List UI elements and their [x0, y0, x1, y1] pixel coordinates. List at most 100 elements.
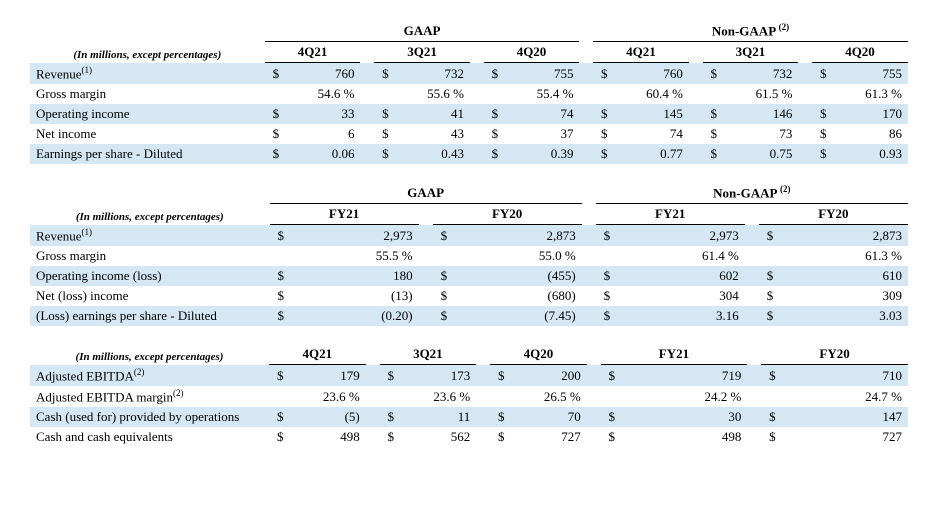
- table-column-header-row: (In millions, except percentages) FY21 F…: [30, 204, 908, 225]
- annual-results-table: GAAP Non-GAAP (2) (In millions, except p…: [30, 182, 908, 326]
- cell-value: 498: [630, 427, 747, 447]
- currency-symbol: $: [380, 407, 410, 427]
- currency-symbol: [484, 84, 513, 104]
- col-header: FY20: [761, 344, 908, 365]
- cell-value: 24.2 %: [630, 386, 747, 407]
- currency-symbol: $: [484, 63, 513, 84]
- currency-symbol: $: [812, 63, 841, 84]
- cell-value: 755: [513, 63, 580, 84]
- cell-value: 2,873: [789, 225, 908, 246]
- cell-value: 6: [294, 124, 361, 144]
- cell-value: (0.20): [299, 306, 418, 326]
- cell-value: 562: [409, 427, 476, 447]
- quarterly-results-table: GAAP Non-GAAP (2) (In millions, except p…: [30, 20, 908, 164]
- currency-symbol: $: [433, 286, 463, 306]
- cell-value: 23.6 %: [409, 386, 476, 407]
- table-row: Adjusted EBITDA(2)$179$173$200$719$710: [30, 365, 908, 386]
- currency-symbol: $: [433, 266, 463, 286]
- currency-symbol: $: [265, 144, 294, 164]
- cell-value: 23.6 %: [299, 386, 366, 407]
- cell-value: 55.6 %: [403, 84, 470, 104]
- currency-symbol: [703, 84, 732, 104]
- row-label: Cash and cash equivalents: [30, 427, 269, 447]
- cell-value: (5): [299, 407, 366, 427]
- currency-symbol: $: [703, 144, 732, 164]
- currency-symbol: $: [759, 266, 789, 286]
- cell-value: 70: [520, 407, 587, 427]
- cell-value: 43: [403, 124, 470, 144]
- cell-value: 55.5 %: [299, 246, 418, 266]
- currency-symbol: $: [593, 63, 622, 84]
- col-header: 4Q20: [484, 42, 580, 63]
- currency-symbol: $: [433, 225, 463, 246]
- table-row: Gross margin54.6 %55.6 %55.4 %60.4 %61.5…: [30, 84, 908, 104]
- currency-symbol: $: [596, 306, 626, 326]
- currency-symbol: $: [601, 365, 631, 386]
- currency-symbol: $: [374, 104, 403, 124]
- row-label: Net income: [30, 124, 265, 144]
- table-row: Earnings per share - Diluted$0.06$0.43$0…: [30, 144, 908, 164]
- currency-symbol: $: [490, 407, 520, 427]
- cell-value: 727: [791, 427, 908, 447]
- cell-value: 498: [299, 427, 366, 447]
- cell-value: 61.3 %: [789, 246, 908, 266]
- cell-value: 760: [622, 63, 689, 84]
- col-header: 4Q20: [812, 42, 908, 63]
- currency-symbol: $: [380, 365, 410, 386]
- cell-value: 732: [403, 63, 470, 84]
- currency-symbol: $: [759, 225, 789, 246]
- cell-value: 54.6 %: [294, 84, 361, 104]
- table-row: Net (loss) income$(13)$(680)$304$309: [30, 286, 908, 306]
- currency-symbol: $: [601, 407, 631, 427]
- row-label: Adjusted EBITDA(2): [30, 365, 269, 386]
- currency-symbol: $: [484, 144, 513, 164]
- cell-value: 60.4 %: [622, 84, 689, 104]
- currency-symbol: $: [484, 104, 513, 124]
- nongaap-header: Non-GAAP (2): [596, 182, 908, 204]
- table-section-header-row: GAAP Non-GAAP (2): [30, 20, 908, 42]
- currency-symbol: $: [269, 427, 299, 447]
- cell-value: 0.93: [841, 144, 908, 164]
- cell-value: 55.4 %: [513, 84, 580, 104]
- row-label: Operating income (loss): [30, 266, 270, 286]
- currency-symbol: [601, 386, 631, 407]
- table-subtitle: (In millions, except percentages): [30, 42, 265, 63]
- table-row: Revenue(1)$760$732$755$760$732$755: [30, 63, 908, 84]
- cell-value: 37: [513, 124, 580, 144]
- cell-value: 610: [789, 266, 908, 286]
- col-header: 3Q21: [374, 42, 470, 63]
- col-header: 4Q20: [490, 344, 587, 365]
- cell-value: 26.5 %: [520, 386, 587, 407]
- gaap-header: GAAP: [265, 20, 580, 42]
- currency-symbol: $: [265, 124, 294, 144]
- col-header: 3Q21: [380, 344, 477, 365]
- table-row: Operating income$33$41$74$145$146$170: [30, 104, 908, 124]
- currency-symbol: $: [761, 427, 791, 447]
- cell-value: 24.7 %: [791, 386, 908, 407]
- cell-value: 30: [630, 407, 747, 427]
- gaap-header: GAAP: [270, 182, 582, 204]
- cell-value: 719: [630, 365, 747, 386]
- col-header: 4Q21: [269, 344, 366, 365]
- currency-symbol: [270, 246, 300, 266]
- currency-symbol: $: [703, 104, 732, 124]
- cell-value: 55.0 %: [462, 246, 581, 266]
- currency-symbol: $: [593, 104, 622, 124]
- currency-symbol: [593, 84, 622, 104]
- currency-symbol: $: [380, 427, 410, 447]
- currency-symbol: $: [270, 225, 300, 246]
- row-label: Adjusted EBITDA margin(2): [30, 386, 269, 407]
- cell-value: 3.16: [626, 306, 745, 326]
- cell-value: 0.75: [732, 144, 799, 164]
- cell-value: 86: [841, 124, 908, 144]
- row-label: Gross margin: [30, 246, 270, 266]
- table-row: Net income$6$43$37$74$73$86: [30, 124, 908, 144]
- currency-symbol: $: [761, 407, 791, 427]
- row-label: Net (loss) income: [30, 286, 270, 306]
- cell-value: 2,973: [626, 225, 745, 246]
- currency-symbol: $: [484, 124, 513, 144]
- table-column-header-row: (In millions, except percentages) 4Q21 3…: [30, 344, 908, 365]
- currency-symbol: $: [596, 286, 626, 306]
- cell-value: 180: [299, 266, 418, 286]
- cell-value: 3.03: [789, 306, 908, 326]
